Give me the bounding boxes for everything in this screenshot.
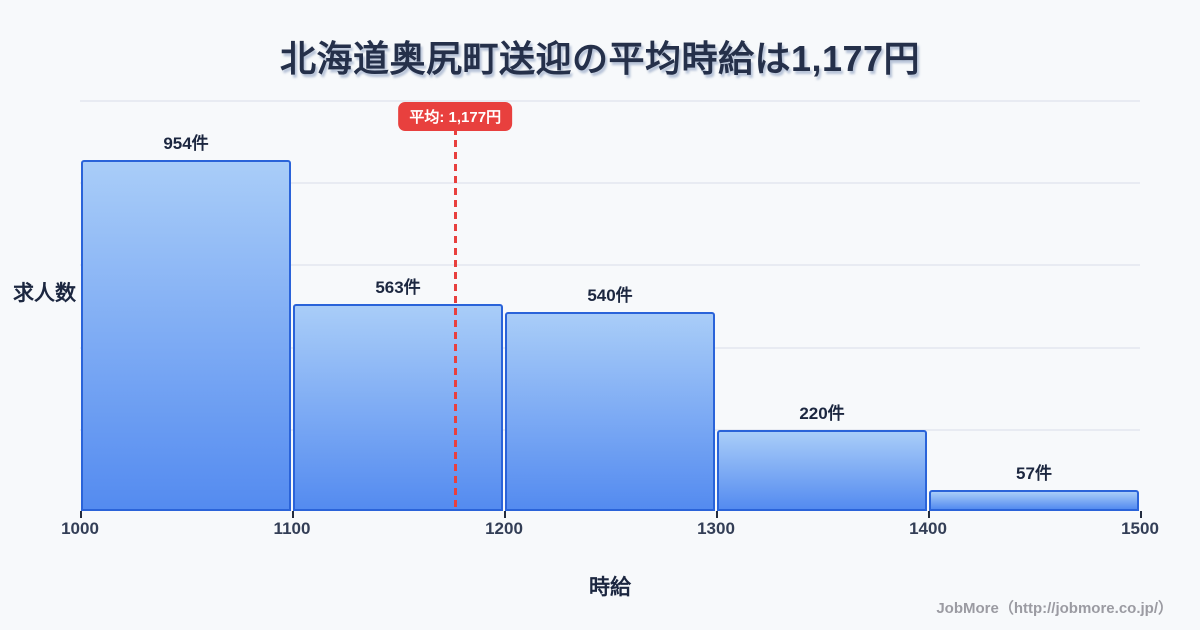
bar-value-label: 540件	[587, 286, 633, 306]
x-tick-mark	[928, 511, 930, 518]
histogram-bar	[81, 159, 291, 511]
x-tick-label: 1100	[273, 519, 311, 538]
average-dashed-line	[453, 128, 457, 511]
bar-value-label: 220件	[799, 404, 845, 424]
bar-value-label: 954件	[163, 133, 209, 153]
histogram-bar	[293, 303, 503, 511]
bar-value-label: 57件	[1016, 464, 1052, 484]
x-tick-mark	[292, 511, 294, 518]
histogram-bar	[717, 430, 927, 511]
y-axis-title: 求人数	[13, 282, 76, 305]
credit-watermark: JobMore（http://jobmore.co.jp/）	[936, 600, 1173, 617]
histogram-bar	[929, 490, 1139, 511]
x-axis-title: 時給	[589, 576, 631, 599]
x-tick-mark	[1140, 511, 1142, 518]
bar-value-label: 563件	[375, 277, 421, 297]
x-tick-mark	[80, 511, 82, 518]
x-tick-mark	[504, 511, 506, 518]
x-tick-label: 1200	[485, 519, 523, 538]
x-tick-label: 1000	[61, 519, 99, 538]
gridline	[80, 264, 1140, 267]
x-tick-label: 1300	[697, 519, 735, 538]
plot-area: 954件 563件 540件 220件 57件 平均: 1,177円	[80, 100, 1140, 511]
chart-title: 北海道奥尻町送迎の平均時給は1,177円	[279, 38, 921, 79]
gridline	[80, 100, 1140, 102]
x-tick-label: 1500	[1121, 519, 1159, 538]
x-tick-label: 1400	[909, 519, 947, 538]
x-tick-mark	[716, 511, 718, 518]
gridline	[80, 182, 1140, 185]
histogram-bar	[505, 312, 715, 511]
average-badge: 平均: 1,177円	[398, 102, 513, 131]
